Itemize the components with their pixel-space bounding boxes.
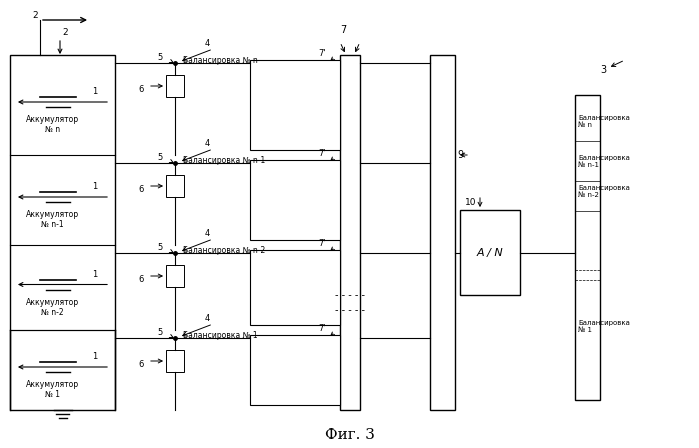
Text: 1: 1 [92,182,98,191]
Bar [250,60,340,150]
Text: 7: 7 [340,25,346,35]
Bar [460,210,520,295]
Text: Балансировка
№ 1: Балансировка № 1 [578,320,630,332]
Text: 2: 2 [32,10,38,20]
Bar [430,55,455,410]
Text: Аккумулятор
№ 1: Аккумулятор № 1 [26,380,79,400]
Text: 6: 6 [138,359,144,369]
Text: Балансировка № 1: Балансировка № 1 [183,331,258,340]
Text: - - - - -: - - - - - [335,290,365,300]
Bar [166,350,184,372]
Text: 7': 7' [318,323,326,332]
Text: 6: 6 [138,185,144,194]
Bar [340,55,360,410]
Text: 1: 1 [92,87,98,96]
Bar [250,250,340,325]
Text: Аккумулятор
№ n-2: Аккумулятор № n-2 [26,297,79,317]
Text: Фиг. 3: Фиг. 3 [325,428,375,442]
Text: 7': 7' [318,148,326,158]
Text: Аккумулятор
№ n-1: Аккумулятор № n-1 [26,210,79,229]
Text: Балансировка № n: Балансировка № n [183,56,258,65]
Text: Балансировка
№ n: Балансировка № n [578,115,630,128]
Text: 3: 3 [600,65,606,75]
Text: 5: 5 [157,327,162,336]
Text: 1: 1 [92,352,98,361]
Text: 4: 4 [205,138,210,147]
Bar [250,160,340,240]
Text: 5: 5 [157,152,162,161]
Bar [10,55,115,410]
Text: A / N: A / N [477,247,503,258]
Text: Балансировка № n-2: Балансировка № n-2 [183,246,265,254]
Text: Аккумулятор
№ n: Аккумулятор № n [26,115,79,134]
Text: 6: 6 [138,275,144,284]
Text: 6: 6 [138,85,144,94]
Text: 7': 7' [318,48,326,57]
Text: Балансировка № n-1: Балансировка № n-1 [183,155,265,164]
Text: 5: 5 [157,52,162,61]
Bar [166,75,184,97]
Text: 4: 4 [205,314,210,323]
Text: 4: 4 [205,228,210,237]
Text: 5: 5 [157,242,162,251]
Text: 1: 1 [92,270,98,279]
Bar [575,95,600,400]
Bar [166,175,184,197]
Bar [166,265,184,287]
Bar [250,335,340,405]
Text: Балансировка
№ n-1: Балансировка № n-1 [578,155,630,168]
Text: Балансировка
№ n-2: Балансировка № n-2 [578,185,630,198]
Text: 7': 7' [318,238,326,247]
Text: 9: 9 [457,150,463,160]
Text: 10: 10 [465,198,477,207]
Text: 2: 2 [62,27,68,36]
Text: - - - - -: - - - - - [335,305,365,315]
Text: 4: 4 [205,39,210,47]
